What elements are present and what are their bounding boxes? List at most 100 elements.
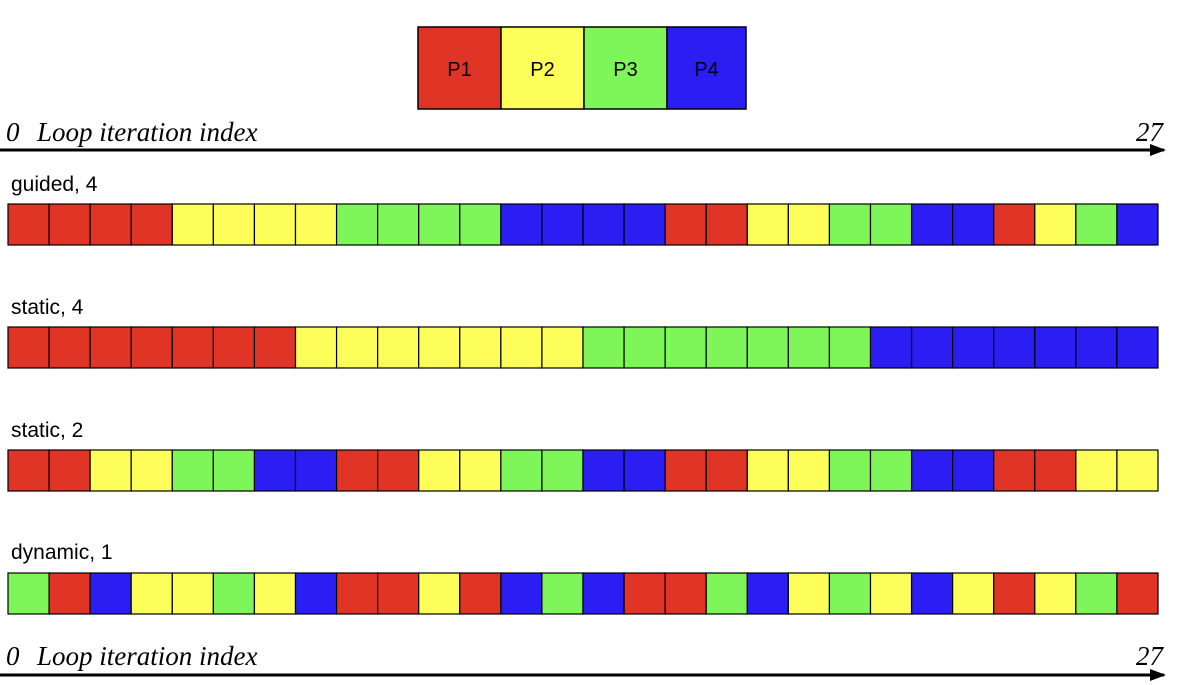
iteration-cell-p3 (459, 203, 502, 246)
legend-swatch-p1 (417, 26, 502, 110)
iteration-cell-p3 (1075, 572, 1118, 615)
iteration-cell-p1 (993, 203, 1036, 246)
iteration-cell-p4 (952, 449, 995, 492)
iteration-cell-p3 (500, 449, 543, 492)
iteration-cell-p1 (7, 203, 50, 246)
iteration-cell-p1 (1116, 572, 1159, 615)
iteration-cell-p4 (869, 326, 913, 369)
iteration-cell-p1 (48, 572, 91, 615)
iteration-cell-p3 (582, 326, 625, 369)
row-guided-4 (7, 203, 1159, 246)
legend-label-p1: P1 (447, 59, 471, 81)
iteration-cell-p2 (89, 449, 132, 492)
iteration-cell-p2 (418, 449, 461, 492)
legend: P1 P2 P3 P4 (417, 26, 747, 110)
iteration-cell-p2 (746, 449, 789, 492)
iteration-cell-p3 (418, 203, 461, 246)
iteration-cell-p2 (952, 572, 995, 615)
iteration-cell-p3 (828, 449, 872, 492)
iteration-cell-p4 (582, 449, 625, 492)
iteration-cell-p1 (89, 203, 132, 246)
axis-top-start: 0 (6, 117, 20, 147)
iteration-cell-p1 (705, 449, 748, 492)
iteration-cell-p2 (1075, 449, 1118, 492)
iteration-cell-p3 (746, 326, 789, 369)
iteration-cell-p4 (541, 203, 584, 246)
iteration-cell-p4 (500, 572, 543, 615)
row-label-static-2: static, 2 (11, 419, 83, 442)
iteration-cell-p3 (212, 572, 256, 615)
iteration-cell-p1 (48, 203, 91, 246)
iteration-cell-p1 (623, 572, 666, 615)
iteration-cell-p3 (664, 326, 707, 369)
row-label-static-4: static, 4 (11, 296, 84, 319)
iteration-cell-p1 (335, 449, 379, 492)
axis-top: 0 Loop iteration index 27 (0, 117, 1166, 156)
iteration-cell-p2 (212, 203, 256, 246)
iteration-cell-p4 (294, 449, 338, 492)
iteration-cell-p1 (212, 326, 256, 369)
legend-label-p3: P3 (613, 59, 637, 81)
iteration-cell-p3 (869, 203, 913, 246)
iteration-cell-p3 (541, 572, 584, 615)
iteration-cell-p3 (171, 449, 214, 492)
iteration-cell-p1 (664, 203, 707, 246)
axis-bottom-label: Loop iteration index (36, 641, 257, 671)
iteration-cell-p4 (582, 203, 625, 246)
iteration-cell-p2 (130, 449, 173, 492)
row-static-2 (7, 449, 1159, 492)
legend-swatch-p2 (500, 26, 585, 110)
iteration-cell-p4 (746, 572, 789, 615)
iteration-cell-p2 (377, 326, 420, 369)
iteration-cell-p2 (459, 326, 502, 369)
iteration-cell-p1 (7, 449, 50, 492)
axis-top-end: 27 (1136, 117, 1165, 147)
iteration-cell-p1 (705, 203, 748, 246)
iteration-cell-p1 (7, 326, 50, 369)
iteration-cell-p4 (623, 449, 666, 492)
iteration-cell-p2 (253, 572, 297, 615)
iteration-cell-p4 (253, 449, 297, 492)
iteration-cell-p4 (910, 449, 954, 492)
iteration-cell-p2 (1034, 203, 1077, 246)
iteration-cell-p1 (253, 326, 297, 369)
iteration-cell-p2 (1116, 449, 1159, 492)
axis-bottom-start: 0 (6, 641, 20, 671)
iteration-cell-p3 (869, 449, 913, 492)
iteration-cell-p4 (294, 572, 338, 615)
iteration-cell-p4 (1034, 326, 1077, 369)
iteration-cell-p2 (418, 572, 461, 615)
axis-bottom-end: 27 (1136, 641, 1165, 671)
iteration-cell-p3 (787, 326, 831, 369)
iteration-cell-p4 (1075, 326, 1118, 369)
iteration-cell-p4 (582, 572, 625, 615)
axis-top-label: Loop iteration index (36, 117, 257, 147)
iteration-cell-p3 (7, 572, 50, 615)
iteration-cell-p4 (952, 326, 995, 369)
iteration-cell-p2 (541, 326, 584, 369)
legend-item-p2: P2 (500, 26, 585, 110)
row-label-dynamic-1: dynamic, 1 (11, 541, 113, 564)
iteration-cell-p4 (952, 203, 995, 246)
iteration-cell-p3 (705, 572, 748, 615)
iteration-cell-p2 (294, 203, 338, 246)
iteration-cell-p2 (787, 203, 831, 246)
iteration-cell-p4 (623, 203, 666, 246)
iteration-cell-p4 (500, 203, 543, 246)
iteration-cell-p4 (89, 572, 132, 615)
iteration-cell-p2 (459, 449, 502, 492)
row-label-guided-4: guided, 4 (11, 173, 98, 196)
iteration-cell-p2 (787, 572, 831, 615)
iteration-cell-p2 (869, 572, 913, 615)
iteration-cell-p2 (171, 203, 214, 246)
iteration-cell-p3 (335, 203, 379, 246)
iteration-cell-p1 (130, 203, 173, 246)
iteration-cell-p1 (130, 326, 173, 369)
legend-label-p2: P2 (530, 59, 554, 81)
iteration-cell-p2 (171, 572, 214, 615)
iteration-cell-p2 (746, 203, 789, 246)
iteration-cell-p2 (1034, 572, 1077, 615)
legend-swatch-p3 (583, 26, 668, 110)
